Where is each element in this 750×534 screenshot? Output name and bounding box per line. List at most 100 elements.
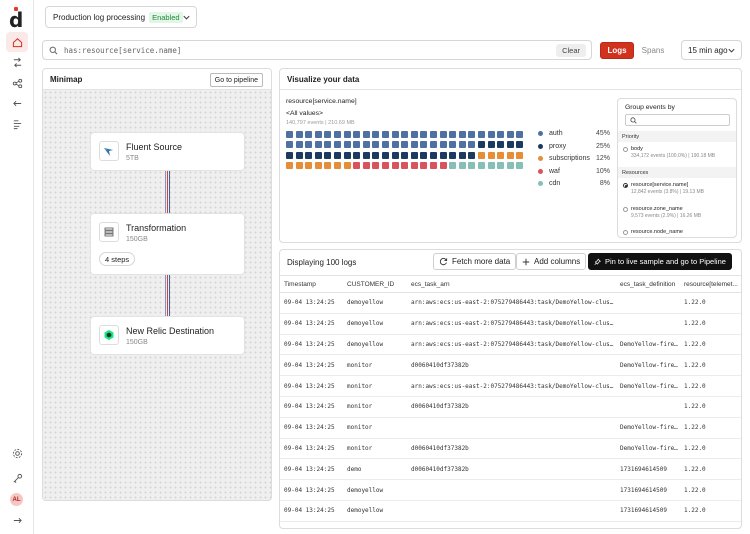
resources-section: Resources (618, 167, 736, 178)
add-columns-button[interactable]: Add columns (516, 253, 587, 270)
left-rail: d AL (0, 0, 34, 534)
column-header-customer-id[interactable]: CUSTOMER_ID (343, 275, 407, 293)
group-by-search-input[interactable] (625, 114, 730, 126)
pipeline-selector[interactable]: Production log processing Enabled (45, 6, 197, 28)
table-cell: DemoYellow-fire… (616, 438, 680, 460)
group-option-body[interactable]: body 334,172 events (100.0%) | 190.18 MB (623, 146, 735, 164)
table-cell: demoyellow (343, 500, 407, 522)
group-option-node-name[interactable]: resource.node_name (623, 229, 735, 237)
new-relic-icon (99, 325, 119, 345)
waffle-chart (286, 131, 526, 215)
waffle-cell-subscriptions (487, 151, 495, 159)
search-bar[interactable]: has:resource[service.name] Clear (42, 40, 592, 60)
table-cell: 09-04 13:24:25 (280, 334, 343, 356)
waffle-cell-auth (324, 131, 332, 138)
waffle-cell-cdn (516, 162, 524, 170)
graph-icon[interactable] (6, 73, 28, 93)
clear-button[interactable]: Clear (556, 44, 586, 57)
table-cell: DemoYellow-fire… (616, 334, 680, 356)
table-cell: monitor (343, 375, 407, 397)
waffle-cell-auth (295, 141, 303, 149)
search-input[interactable]: has:resource[service.name] (64, 45, 182, 55)
go-to-pipeline-button[interactable]: Go to pipeline (209, 73, 263, 87)
waffle-cell-auth (468, 141, 476, 149)
waffle-cell-waf (439, 162, 447, 170)
column-header-timestamp[interactable]: Timestamp (280, 275, 343, 293)
plus-icon (522, 258, 530, 265)
table-row[interactable]: 09-04 13:24:25 demoyellow arn:aws:ecs:us-e… (280, 292, 741, 314)
table-cell (407, 500, 616, 522)
chevron-down-icon (728, 48, 735, 53)
waffle-cell-auth (286, 141, 293, 149)
waffle-cell-auth (286, 131, 293, 138)
legend-item-proxy[interactable]: proxy 25% (538, 142, 610, 155)
waffle-cell-auth (362, 131, 370, 138)
waffle-cell-auth (391, 131, 399, 138)
table-row[interactable]: 09-04 13:24:25 demoyellow 1731694614509 1.2… (280, 479, 741, 501)
logs-toggle[interactable]: Logs (600, 42, 634, 59)
avatar[interactable]: AL (10, 493, 23, 506)
waffle-cell-proxy (391, 151, 399, 159)
node-transformation[interactable]: Transformation 150GB 4 steps (91, 214, 244, 274)
table-cell (407, 417, 616, 439)
steps-badge[interactable]: 4 steps (99, 252, 136, 266)
column-header-ecs-task-definition[interactable]: ecs_task_definition (616, 275, 680, 293)
search-icon (49, 46, 58, 54)
waffle-cell-auth (410, 141, 418, 149)
node-new-relic-destination[interactable]: New Relic Destination 150GB (91, 317, 244, 354)
fluent-icon (99, 141, 119, 161)
node-name: New Relic Destination (126, 326, 215, 336)
legend: auth 45% proxy 25% subscriptions 12% waf 10%… (538, 129, 610, 192)
table-row[interactable]: 09-04 13:24:25 demo d0060410df37382b 173169… (280, 458, 741, 481)
minimap-canvas[interactable]: Fluent Source 5TB Transformation 150GB 4… (43, 90, 271, 500)
group-option-zone-name[interactable]: resource.zone_name 9,573 events (2.9%) |… (623, 206, 735, 224)
table-row[interactable]: 09-04 13:24:25 monitor DemoYellow-fire… 1.2… (280, 417, 741, 439)
key-icon[interactable] (6, 468, 28, 488)
routing-icon[interactable] (6, 52, 28, 72)
stack-icon[interactable] (6, 114, 28, 134)
fetch-more-button[interactable]: Fetch more data (433, 253, 517, 270)
legend-item-subscriptions[interactable]: subscriptions 12% (538, 154, 610, 167)
table-row[interactable]: 09-04 13:24:25 monitor d0060410df37382b 1.2… (280, 396, 741, 418)
table-cell: 1731694614509 (616, 500, 680, 522)
expand-icon[interactable] (6, 510, 28, 530)
table-row[interactable]: 09-04 13:24:25 demoyellow 1731694614509 1.2… (280, 500, 741, 522)
home-icon[interactable] (6, 32, 28, 52)
waffle-cell-proxy (516, 141, 524, 149)
table-cell (616, 396, 680, 418)
table-cell (407, 479, 616, 501)
waffle-cell-auth (430, 131, 437, 138)
table-cell: demoyellow (343, 292, 407, 314)
node-fluent-source[interactable]: Fluent Source 5TB (91, 133, 244, 170)
legend-item-cdn[interactable]: cdn 8% (538, 179, 610, 192)
table-row[interactable]: 09-04 13:24:25 monitor arn:aws:ecs:us-east… (280, 375, 741, 397)
table-row[interactable]: 09-04 13:24:25 monitor d0060410df37382b Dem… (280, 438, 741, 460)
group-option-service-name[interactable]: resource[service.name] 12,842 events (3.… (623, 182, 735, 200)
time-range-select[interactable]: 15 min ago (681, 40, 742, 60)
app-logo[interactable]: d (9, 7, 24, 32)
waffle-cell-waf (420, 162, 428, 170)
waffle-cell-proxy (295, 151, 303, 159)
table-cell: 1731694614509 (616, 458, 680, 481)
waffle-cell-auth (353, 131, 361, 138)
table-cell: DemoYellow-fire… (616, 354, 680, 377)
table-row[interactable]: 09-04 13:24:25 monitor d0060410df37382b Dem… (280, 354, 741, 377)
table-cell: demo (343, 458, 407, 481)
waffle-cell-proxy (286, 151, 293, 159)
node-name: Fluent Source (126, 142, 183, 152)
settings-icon[interactable] (6, 443, 28, 463)
legend-item-auth[interactable]: auth 45% (538, 129, 610, 142)
waffle-cell-auth (401, 141, 409, 149)
spans-toggle[interactable]: Spans (641, 46, 665, 55)
pin-to-pipeline-button[interactable]: Pin to live sample and go to Pipeline (588, 253, 732, 270)
column-header-resource-telemetry[interactable]: resource[telemet... (680, 275, 741, 293)
value-filter[interactable]: <All values> (286, 110, 324, 117)
legend-item-waf[interactable]: waf 10% (538, 167, 610, 180)
waffle-cell-cdn (478, 162, 485, 170)
column-header-ecs-task-arn[interactable]: ecs_task_arn (407, 275, 616, 293)
table-row[interactable]: 09-04 13:24:25 demoyellow arn:aws:ecs:us-e… (280, 313, 741, 335)
node-size: 150GB (126, 339, 148, 346)
table-row[interactable]: 09-04 13:24:25 demoyellow arn:aws:ecs:us-e… (280, 334, 741, 356)
arrow-left-icon[interactable] (6, 93, 28, 113)
waffle-cell-proxy (487, 141, 495, 149)
